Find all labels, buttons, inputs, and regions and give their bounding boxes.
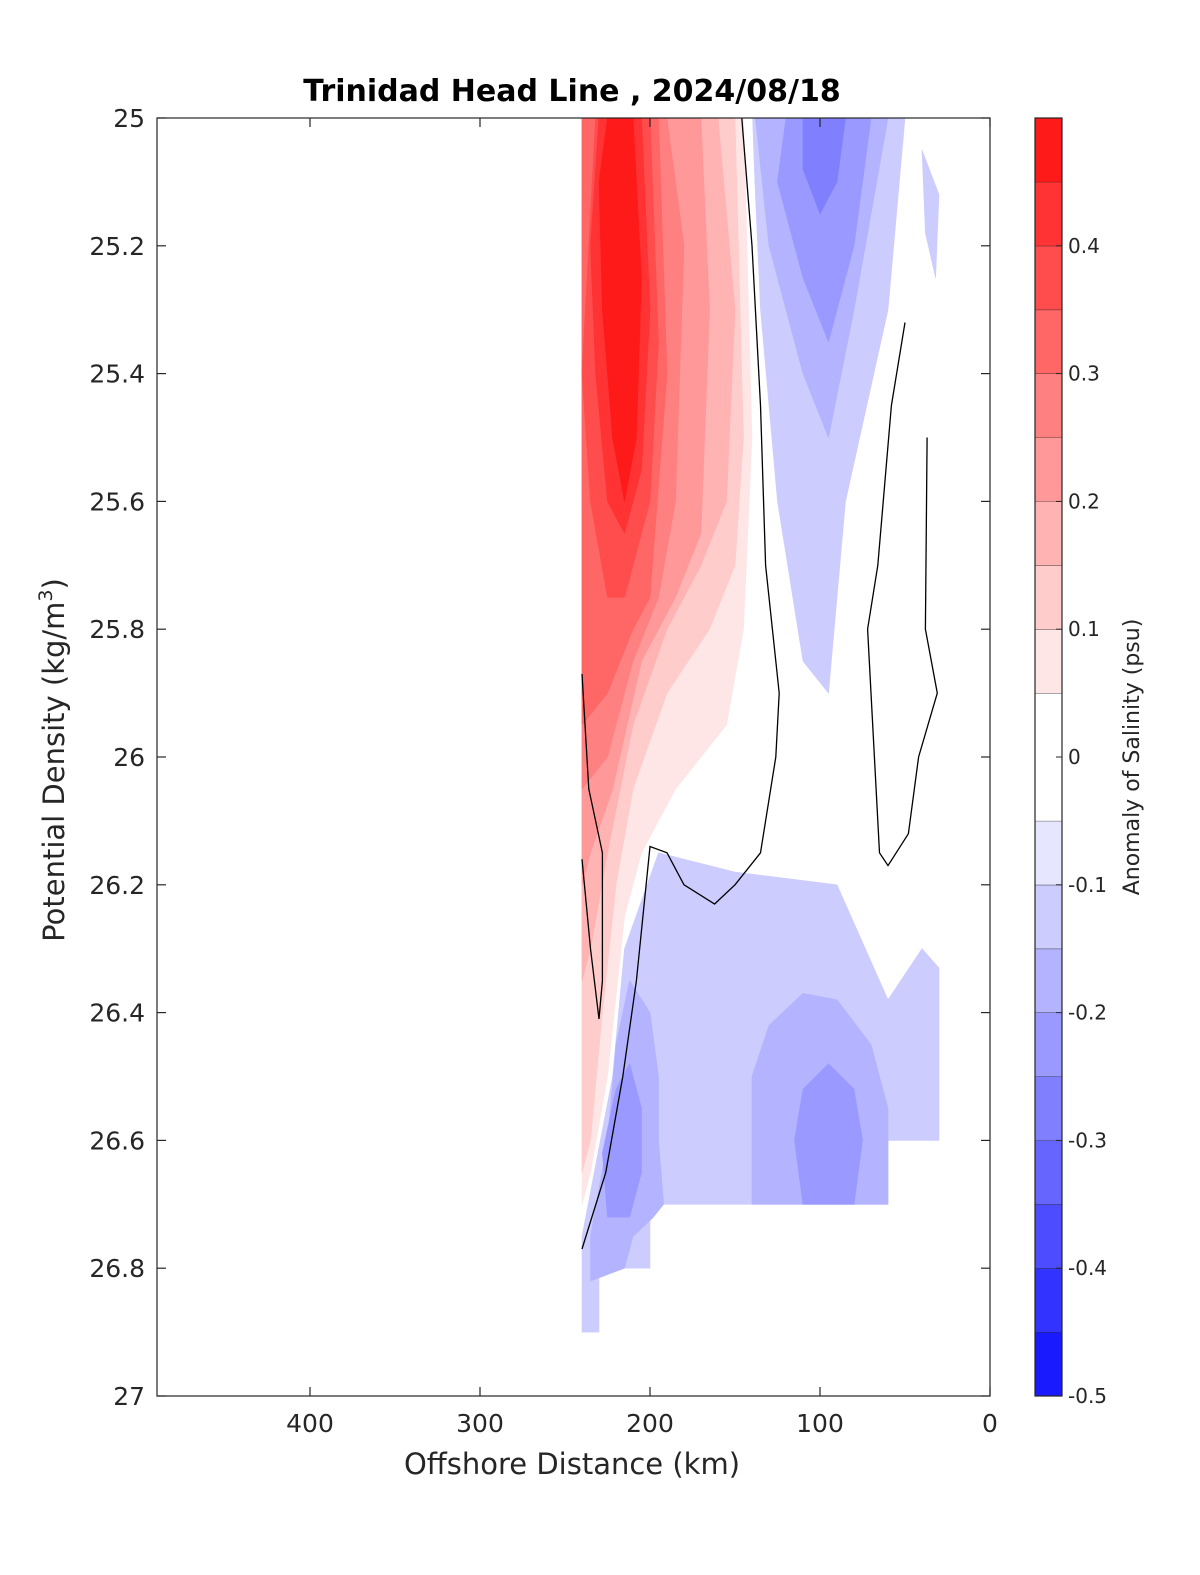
- y-tick-label: 25: [113, 104, 145, 133]
- svg-text:Potential Density (kg/m3): Potential Density (kg/m3): [35, 578, 71, 942]
- y-tick-label: 26: [113, 743, 145, 772]
- colorbar-segment: [1035, 820, 1062, 885]
- y-tick-label: 26.8: [89, 1254, 145, 1283]
- colorbar-segment: [1035, 181, 1062, 246]
- colorbar-tick-label: -0.4: [1068, 1256, 1107, 1280]
- y-tick-label: 25.2: [89, 232, 145, 261]
- y-axis-label: Potential Density (kg/m3): [35, 578, 71, 942]
- colorbar-segment: [1035, 1268, 1062, 1333]
- x-axis-ticks: 400 300 200 100 0: [286, 118, 998, 1438]
- contour-region-11: [879, 628, 897, 694]
- x-tick-label: 300: [456, 1409, 504, 1438]
- colorbar-tick-label: -0.5: [1068, 1384, 1107, 1408]
- contour-region-4: [794, 1063, 863, 1205]
- colorbar-segment: [1035, 948, 1062, 1013]
- colorbar-segment: [1035, 629, 1062, 694]
- colorbar-segment: [1035, 1140, 1062, 1205]
- colorbar-segment: [1035, 118, 1062, 182]
- x-tick-label: 100: [796, 1409, 844, 1438]
- colorbar-segment: [1035, 1012, 1062, 1077]
- y-tick-label: 25.6: [89, 487, 145, 516]
- contour-region-20: [598, 118, 642, 502]
- y-tick-label: 26.2: [89, 871, 145, 900]
- colorbar-segment: [1035, 1204, 1062, 1269]
- colorbar-tick-label: 0.3: [1068, 362, 1100, 386]
- colorbar-tick-label: 0.4: [1068, 234, 1100, 258]
- colorbar-tick-label: 0: [1068, 745, 1081, 769]
- colorbar-segment: [1035, 565, 1062, 630]
- y-tick-label: 26.4: [89, 999, 145, 1028]
- colorbar-segment: [1035, 501, 1062, 566]
- contour-region-7: [777, 118, 872, 343]
- x-axis-label: Offshore Distance (km): [404, 1447, 740, 1481]
- colorbar-tick-label: -0.1: [1068, 873, 1107, 897]
- y-tick-label: 25.8: [89, 615, 145, 644]
- y-axis-label-superscript: 3: [35, 589, 57, 601]
- colorbar-segment: [1035, 437, 1062, 502]
- chart-title: Trinidad Head Line , 2024/08/18: [303, 74, 840, 109]
- colorbar-ticks: 0.4 0.3 0.2 0.1 0 -0.1 -0.2 -0.3 -0.4 -0.5: [1056, 234, 1107, 1408]
- zero-contour-1: [581, 673, 604, 1020]
- x-tick-label: 400: [286, 1409, 334, 1438]
- zero-contour-lines: [581, 118, 938, 1250]
- colorbar-tick-label: 0.2: [1068, 489, 1100, 513]
- colorbar-segment: [1035, 1076, 1062, 1141]
- colorbar-segment: [1035, 373, 1062, 438]
- x-tick-label: 0: [982, 1409, 998, 1438]
- colorbar-segment: [1035, 309, 1062, 374]
- contour-region-8: [802, 118, 846, 215]
- y-tick-label: 25.4: [89, 360, 145, 389]
- y-tick-label: 27: [113, 1382, 145, 1411]
- colorbar-tick-label: -0.3: [1068, 1128, 1107, 1152]
- colorbar-label: Anomaly of Salinity (psu): [1120, 619, 1145, 896]
- zero-contour-0: [581, 118, 780, 1250]
- colorbar-segment: [1035, 1332, 1062, 1396]
- colorbar-segment: [1035, 245, 1062, 310]
- x-tick-label: 200: [626, 1409, 674, 1438]
- y-axis-label-main: Potential Density (kg/m: [37, 602, 71, 942]
- colorbar-tick-label: 0.1: [1068, 617, 1100, 641]
- colorbar-frame: [1034, 117, 1063, 1397]
- contour-region-3: [602, 1063, 642, 1218]
- colorbar-segment: [1035, 884, 1062, 949]
- y-tick-label: 26.6: [89, 1126, 145, 1155]
- contour-fills: [581, 118, 940, 1333]
- y-axis-ticks: 25 25.2 25.4 25.6 25.8 26 26.2 26.4 26.6 26.8 27: [89, 104, 990, 1411]
- zero-contour-2: [866, 322, 938, 867]
- contour-region-9: [921, 149, 940, 279]
- colorbar-tick-label: -0.2: [1068, 1001, 1107, 1025]
- y-axis-label-close: ): [37, 578, 71, 589]
